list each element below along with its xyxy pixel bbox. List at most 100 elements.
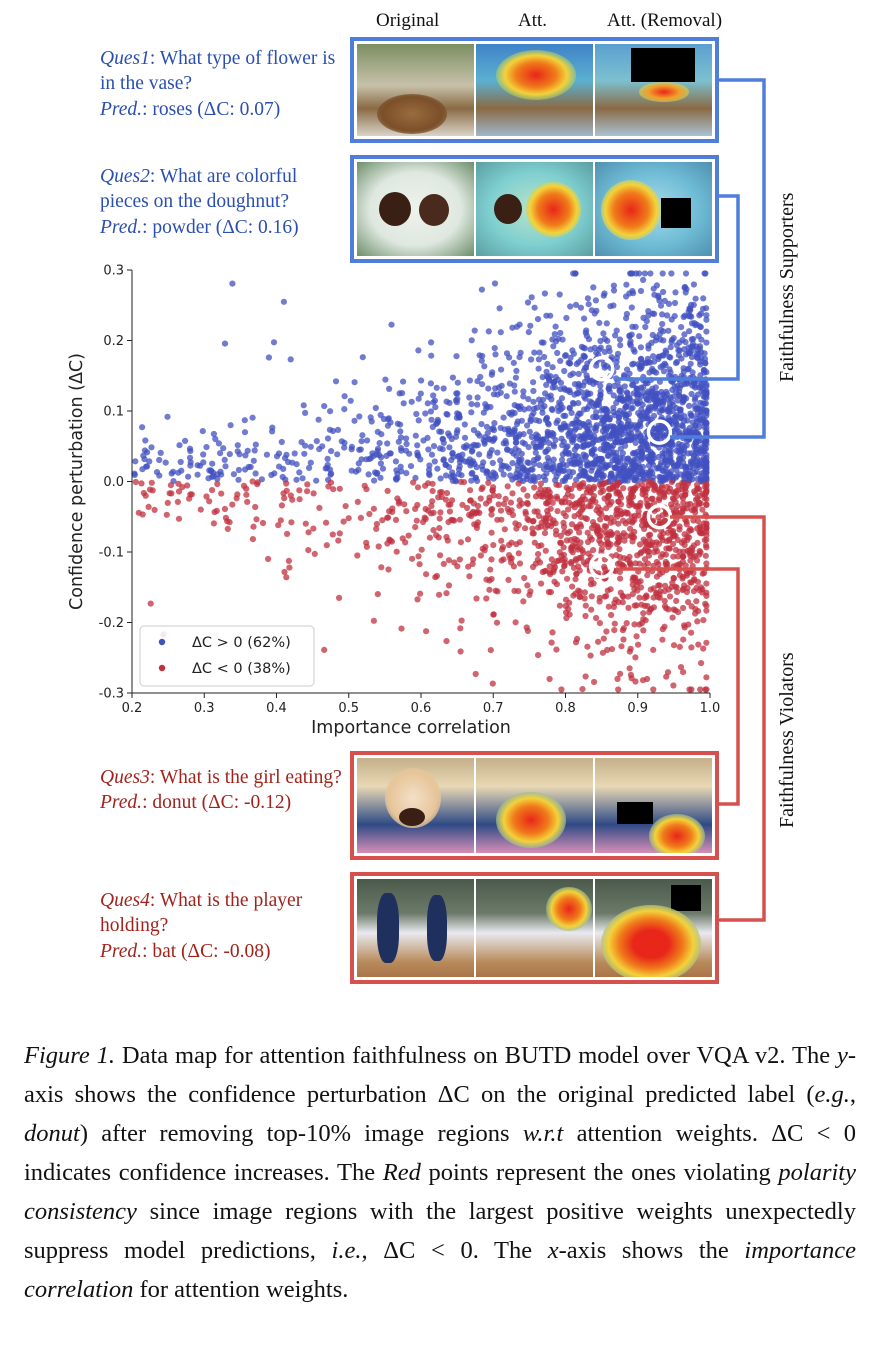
scatter-point (616, 546, 623, 553)
scatter-point (305, 529, 312, 536)
question-text: What type of flower is in the vase? (100, 48, 336, 95)
scatter-point (635, 641, 642, 648)
scatter-point (688, 390, 695, 398)
removal-image (595, 162, 712, 256)
scatter-point (613, 449, 620, 456)
scatter-point (561, 352, 569, 359)
scatter-point (541, 353, 548, 361)
scatter-point (182, 437, 189, 444)
scatter-point (495, 493, 502, 500)
scatter-point (184, 482, 191, 489)
scatter-point (384, 487, 391, 494)
scatter-point (454, 379, 461, 386)
scatter-point (252, 441, 259, 448)
scatter-point (668, 316, 675, 323)
scatter-point (348, 467, 355, 474)
scatter-point (530, 387, 537, 395)
caption-text: x (547, 1237, 559, 1264)
scatter-point (688, 644, 695, 651)
scatter-point (497, 329, 504, 336)
scatter-point (685, 450, 692, 457)
attention-image (476, 162, 593, 256)
scatter-point (244, 447, 251, 454)
scatter-point (443, 490, 451, 497)
scatter-point (392, 458, 399, 465)
scatter-point (476, 352, 483, 359)
scatter-point (557, 401, 564, 408)
scatter-point (482, 434, 489, 441)
scatter-point (478, 286, 485, 293)
scatter-point (544, 507, 551, 514)
scatter-point (685, 534, 693, 541)
scatter-point (526, 428, 533, 435)
scatter-point (478, 421, 485, 428)
scatter-point (568, 521, 576, 528)
scatter-point (476, 451, 483, 458)
scatter-point (393, 548, 400, 555)
scatter-point (614, 350, 622, 357)
question-text: What is the girl eating? (159, 767, 342, 788)
scatter-point (626, 370, 633, 377)
scatter-point (443, 398, 450, 405)
connector-ques2 (616, 194, 740, 381)
scatter-point (249, 414, 256, 421)
caption-text: e.g. (814, 1081, 850, 1108)
scatter-point (561, 367, 568, 375)
scatter-points (131, 270, 710, 693)
scatter-point (677, 664, 685, 671)
scatter-point (633, 633, 640, 640)
scatter-point (250, 523, 257, 530)
scatter-point (488, 511, 495, 518)
scatter-point (553, 493, 560, 500)
scatter-point (220, 445, 227, 452)
scatter-point (552, 373, 559, 381)
removal-image (595, 879, 712, 977)
scatter-point (140, 489, 147, 497)
scatter-point (429, 498, 436, 505)
scatter-point (499, 546, 506, 553)
scatter-point (541, 530, 549, 537)
scatter-point (405, 532, 412, 539)
scatter-point (600, 330, 607, 337)
scatter-point (296, 469, 303, 476)
scatter-point (304, 481, 311, 488)
scatter-point (628, 304, 635, 311)
scatter-point (148, 479, 155, 486)
prediction-text: powder (ΔC: 0.16) (152, 216, 299, 238)
scatter-point (590, 519, 597, 526)
scatter-point (703, 674, 710, 681)
question-id: Ques2 (100, 166, 150, 187)
scatter-point (485, 328, 492, 335)
scatter-point (305, 547, 312, 554)
scatter-point (642, 323, 649, 331)
scatter-point (467, 487, 474, 494)
scatter-point (505, 576, 512, 583)
scatter-point (544, 454, 551, 461)
scatter-point (424, 434, 431, 441)
scatter-point (596, 346, 603, 353)
scatter-point (384, 514, 392, 521)
scatter-point (696, 312, 703, 319)
scatter-point (221, 340, 229, 347)
scatter-point (214, 480, 221, 488)
scatter-point (516, 472, 523, 479)
scatter-point (613, 363, 621, 371)
scatter-point (602, 523, 610, 530)
scatter-point (504, 446, 511, 453)
scatter-point (486, 494, 493, 501)
scatter-point (520, 598, 527, 605)
scatter-point (628, 405, 635, 412)
scatter-point (397, 428, 404, 435)
scatter-point (138, 480, 145, 487)
scatter-point (283, 451, 290, 458)
caption-text: Red (382, 1159, 421, 1186)
scatter-point (374, 428, 381, 435)
scatter-point (685, 344, 692, 351)
question-id: Ques4 (100, 890, 150, 911)
scatter-point (437, 552, 444, 559)
scatter-point (540, 339, 547, 346)
scatter-point (691, 320, 698, 327)
scatter-point (590, 284, 597, 291)
scatter-point (688, 603, 695, 610)
example-3-text: Ques3: What is the girl eating? Pred.: d… (100, 767, 342, 814)
